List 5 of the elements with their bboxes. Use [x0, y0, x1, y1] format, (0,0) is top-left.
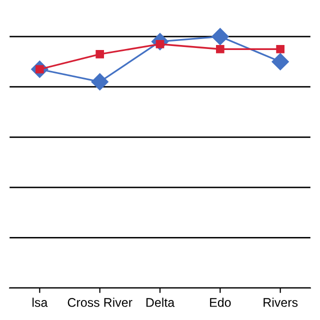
- x-tick-label: Edo: [210, 298, 231, 307]
- x-tick-label: Delta: [146, 298, 175, 307]
- x-tick-label: Rivers: [264, 298, 298, 307]
- x-tick-label: Cross River: [68, 298, 132, 307]
- x-tick-label: lsa: [32, 298, 48, 307]
